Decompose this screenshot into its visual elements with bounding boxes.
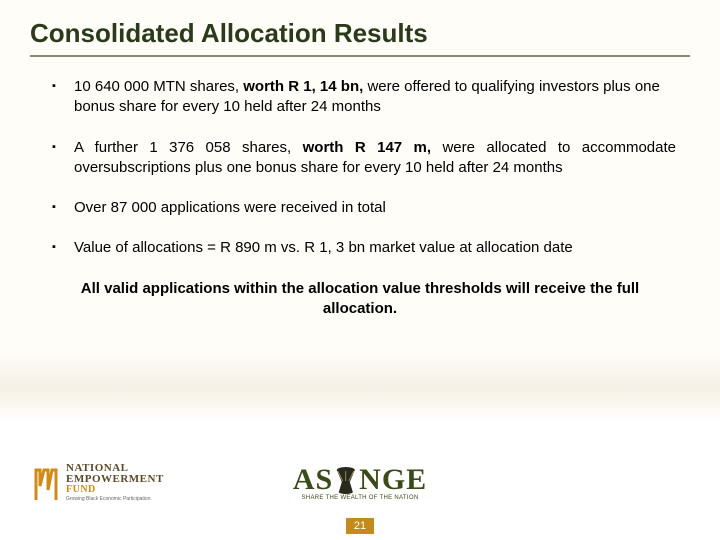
logo-bar: NATIONAL EMPOWERMENT FUND Growing Black …: [0, 462, 720, 502]
nef-logo: NATIONAL EMPOWERMENT FUND Growing Black …: [30, 462, 164, 502]
bullet-text-pre: Over 87 000 applications were received i…: [74, 199, 386, 216]
nef-line-2: EMPOWERMENT: [66, 474, 164, 485]
nef-tagline: Growing Black Economic Participation: [66, 497, 164, 502]
asonge-right: NGE: [359, 463, 427, 497]
slide: Consolidated Allocation Results 10 640 0…: [0, 0, 720, 540]
bullet-item: A further 1 376 058 shares, worth R 147 …: [52, 138, 676, 179]
bullet-text-bold: worth R 1, 14 bn,: [243, 78, 363, 95]
bullet-item: Over 87 000 applications were received i…: [52, 198, 676, 218]
bullet-text-pre: A further 1 376 058 shares,: [74, 139, 303, 156]
bullet-item: 10 640 000 MTN shares, worth R 1, 14 bn,…: [52, 77, 676, 118]
asonge-logo: AS NGE SHARE THE WEALTH OF THE NATION: [293, 463, 427, 501]
nef-text: NATIONAL EMPOWERMENT FUND Growing Black …: [66, 463, 164, 502]
nef-line-3: FUND: [66, 485, 164, 495]
bullet-text-pre: Value of allocations = R 890 m vs. R 1, …: [74, 239, 573, 256]
page-number: 21: [346, 518, 374, 534]
page-number-bar: 21: [0, 512, 720, 540]
asonge-wordmark: AS NGE: [293, 463, 427, 497]
slide-title: Consolidated Allocation Results: [30, 18, 690, 49]
nef-line-1: NATIONAL: [66, 463, 164, 474]
nef-icon: [30, 462, 60, 502]
bullet-text-pre: 10 640 000 MTN shares,: [74, 78, 243, 95]
asonge-tagline: SHARE THE WEALTH OF THE NATION: [302, 495, 419, 501]
asonge-left: AS: [293, 463, 333, 497]
bullet-text-bold: worth R 147 m,: [303, 139, 431, 156]
bullet-list: 10 640 000 MTN shares, worth R 1, 14 bn,…: [30, 77, 690, 259]
drum-icon: [335, 466, 357, 494]
title-underline: [30, 55, 690, 57]
summary-text: All valid applications within the alloca…: [80, 279, 640, 320]
bullet-item: Value of allocations = R 890 m vs. R 1, …: [52, 238, 676, 258]
